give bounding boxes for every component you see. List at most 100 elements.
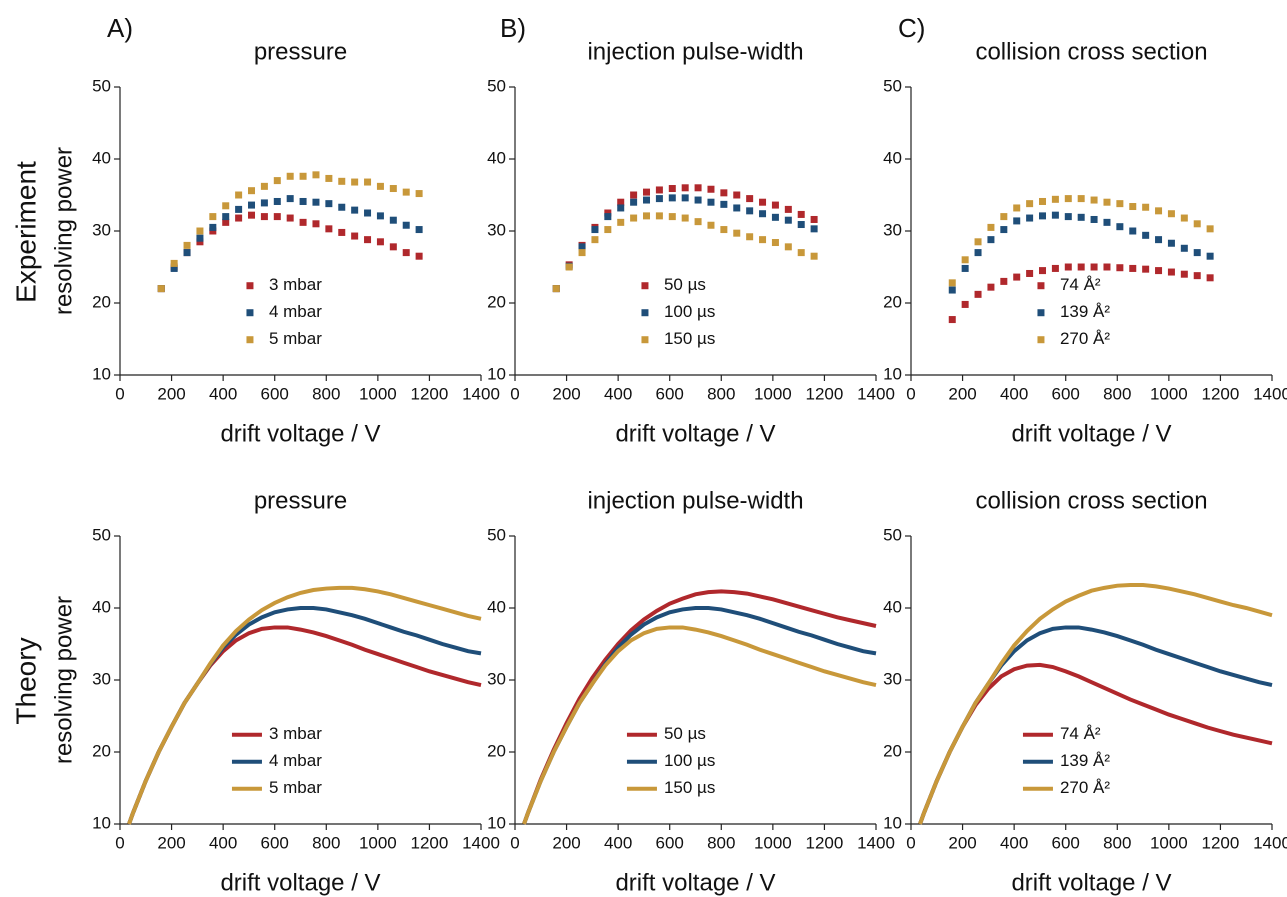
- data-point: [415, 190, 423, 198]
- data-point: [961, 300, 969, 308]
- data-point: [987, 223, 995, 231]
- data-point: [1180, 270, 1188, 278]
- data-point: [630, 191, 638, 199]
- x-tick-label: 800: [1103, 384, 1131, 403]
- data-point: [720, 189, 728, 197]
- legend-label: 150 µs: [664, 329, 715, 348]
- data-point: [312, 198, 320, 206]
- data-point: [1155, 267, 1163, 275]
- data-point: [183, 241, 191, 249]
- legend-swatch: [641, 282, 649, 290]
- x-tick-label: 1200: [1202, 384, 1240, 403]
- legend-swatch: [246, 309, 254, 317]
- data-point: [1129, 264, 1137, 272]
- legend-swatch: [641, 336, 649, 344]
- y-tick-label: 50: [487, 76, 506, 95]
- x-axis-label: drift voltage / V: [615, 420, 775, 447]
- data-point: [389, 243, 397, 251]
- data-point: [1142, 203, 1150, 211]
- data-point: [655, 195, 663, 203]
- data-point: [1116, 264, 1124, 272]
- data-point: [1206, 274, 1214, 282]
- data-point: [235, 205, 243, 213]
- data-point: [325, 174, 333, 182]
- data-point: [415, 226, 423, 234]
- data-point: [759, 236, 767, 244]
- x-tick-label: 200: [157, 833, 185, 852]
- data-point: [810, 225, 818, 233]
- data-point: [810, 215, 818, 223]
- x-tick-label: 400: [1000, 833, 1028, 852]
- data-point: [312, 171, 320, 179]
- data-point: [948, 279, 956, 287]
- legend-label: 3 mbar: [269, 275, 322, 294]
- panel-label: B): [500, 13, 526, 43]
- data-point: [759, 210, 767, 218]
- data-point: [1077, 213, 1085, 221]
- data-point: [415, 252, 423, 260]
- legend-label: 139 Å²: [1060, 302, 1110, 321]
- data-point: [668, 213, 676, 221]
- data-point: [733, 229, 741, 237]
- data-point: [797, 221, 805, 229]
- data-point: [643, 188, 651, 196]
- data-point: [694, 196, 702, 204]
- y-axis-label: resolving power: [50, 147, 77, 315]
- data-line: [522, 625, 877, 825]
- x-tick-label: 1400: [462, 833, 500, 852]
- x-tick-label: 0: [906, 833, 915, 852]
- x-tick-label: 1000: [1150, 833, 1188, 852]
- data-point: [1116, 200, 1124, 208]
- y-tick-label: 50: [487, 525, 506, 544]
- x-tick-label: 1400: [1253, 384, 1287, 403]
- data-point: [604, 213, 612, 221]
- data-point: [771, 201, 779, 209]
- data-point: [591, 236, 599, 244]
- data-point: [630, 198, 638, 206]
- data-point: [591, 226, 599, 234]
- data-point: [1167, 268, 1175, 276]
- x-tick-label: 600: [1052, 384, 1080, 403]
- data-point: [1180, 244, 1188, 252]
- x-axis-label: drift voltage / V: [220, 420, 380, 447]
- x-tick-label: 0: [510, 384, 519, 403]
- data-point: [681, 214, 689, 222]
- y-tick-label: 30: [487, 220, 506, 239]
- legend-swatch: [1037, 309, 1045, 317]
- data-point: [1090, 263, 1098, 271]
- data-point: [961, 256, 969, 264]
- data-point: [351, 206, 359, 214]
- y-tick-label: 40: [92, 148, 111, 167]
- data-point: [643, 196, 651, 204]
- data-point: [655, 186, 663, 194]
- y-tick-label: 10: [92, 364, 111, 383]
- data-point: [170, 264, 178, 272]
- legend-swatch: [246, 336, 254, 344]
- data-point: [1039, 197, 1047, 205]
- data-point: [617, 218, 625, 226]
- x-tick-label: 200: [552, 384, 580, 403]
- data-point: [389, 216, 397, 224]
- x-tick-label: 1400: [1253, 833, 1287, 852]
- data-point: [1167, 210, 1175, 218]
- data-point: [552, 285, 560, 293]
- x-tick-label: 1400: [857, 384, 895, 403]
- x-tick-label: 1200: [806, 384, 844, 403]
- x-tick-label: 200: [948, 833, 976, 852]
- x-tick-label: 1400: [462, 384, 500, 403]
- data-point: [389, 185, 397, 193]
- data-point: [1000, 226, 1008, 234]
- data-point: [273, 197, 281, 205]
- data-point: [1090, 215, 1098, 223]
- y-tick-label: 30: [883, 669, 902, 688]
- legend-label: 4 mbar: [269, 751, 322, 770]
- data-point: [222, 213, 230, 221]
- data-point: [1129, 203, 1137, 211]
- data-point: [961, 264, 969, 272]
- chart-title: pressure: [254, 38, 347, 65]
- y-axis-label: resolving power: [50, 596, 77, 764]
- y-tick-label: 50: [883, 76, 902, 95]
- y-tick-label: 10: [883, 813, 902, 832]
- data-point: [1180, 214, 1188, 222]
- data-point: [196, 227, 204, 235]
